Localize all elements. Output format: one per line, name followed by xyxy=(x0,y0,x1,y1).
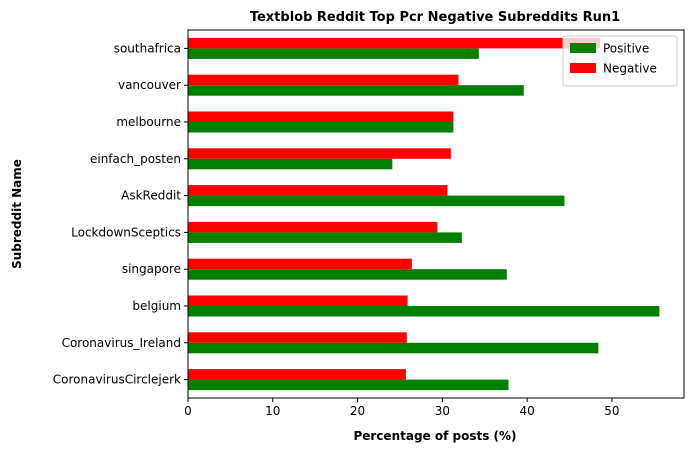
bar-positive-belgium xyxy=(188,306,660,317)
bar-negative-singapore xyxy=(188,258,412,270)
x-tick-label-10: 10 xyxy=(265,404,280,418)
x-tick-label-0: 0 xyxy=(184,404,192,418)
bar-positive-coronavirus-ireland xyxy=(188,342,599,354)
y-tick-label-askreddit: AskReddit xyxy=(121,189,181,203)
x-axis: 0 10 20 30 40 50 xyxy=(184,398,620,418)
bar-negative-vancouver xyxy=(188,74,459,86)
x-axis-label: Percentage of posts (%) xyxy=(353,429,516,443)
bar-negative-belgium xyxy=(188,295,408,306)
y-tick-label-southafrica: southafrica xyxy=(114,41,181,55)
y-tick-label-coronaviruscirclejerk: CoronavirusCirclejerk xyxy=(53,373,181,387)
x-tick-label-30: 30 xyxy=(435,404,450,418)
bar-positive-lockdownsceptics xyxy=(188,232,462,243)
legend-label-positive: Positive xyxy=(603,42,649,56)
y-tick-label-coronavirus-ireland: Coronavirus_Ireland xyxy=(62,336,181,350)
x-tick-label-50: 50 xyxy=(604,404,619,418)
y-tick-label-lockdownsceptics: LockdownSceptics xyxy=(71,225,181,239)
bar-negative-coronavirus-ireland xyxy=(188,332,407,343)
y-tick-label-einfach-posten: einfach_posten xyxy=(90,152,181,166)
y-axis: southafrica vancouver melbourne einfach_pos… xyxy=(53,41,188,387)
y-tick-label-belgium: belgium xyxy=(132,299,181,313)
bars-layer xyxy=(188,37,660,391)
legend: Positive Negative xyxy=(562,35,678,87)
legend-swatch-negative xyxy=(570,63,596,73)
bar-positive-singapore xyxy=(188,269,507,280)
chart-title: Textblob Reddit Top Pcr Negative Subredd… xyxy=(250,10,620,25)
bar-positive-melbourne xyxy=(188,122,454,133)
bar-positive-southafrica xyxy=(188,48,479,59)
bar-negative-einfach-posten xyxy=(188,148,451,159)
bar-negative-southafrica xyxy=(188,37,601,49)
legend-label-negative: Negative xyxy=(603,62,657,76)
bar-negative-lockdownsceptics xyxy=(188,221,438,233)
bar-negative-coronaviruscirclejerk xyxy=(188,369,406,380)
bar-negative-melbourne xyxy=(188,111,454,122)
y-tick-label-vancouver: vancouver xyxy=(118,78,181,92)
x-tick-label-40: 40 xyxy=(520,404,535,418)
plot-frame xyxy=(187,29,685,399)
legend-swatch-positive xyxy=(570,43,596,53)
y-tick-label-singapore: singapore xyxy=(122,262,181,276)
y-tick-label-melbourne: melbourne xyxy=(116,115,181,129)
bar-positive-einfach-posten xyxy=(188,158,393,170)
bar-positive-askreddit xyxy=(188,195,565,207)
bar-positive-coronaviruscirclejerk xyxy=(188,379,509,391)
bar-positive-vancouver xyxy=(188,85,524,96)
x-tick-label-20: 20 xyxy=(350,404,365,418)
bar-negative-askreddit xyxy=(188,185,448,196)
y-axis-label: Subreddit Name xyxy=(10,159,24,269)
